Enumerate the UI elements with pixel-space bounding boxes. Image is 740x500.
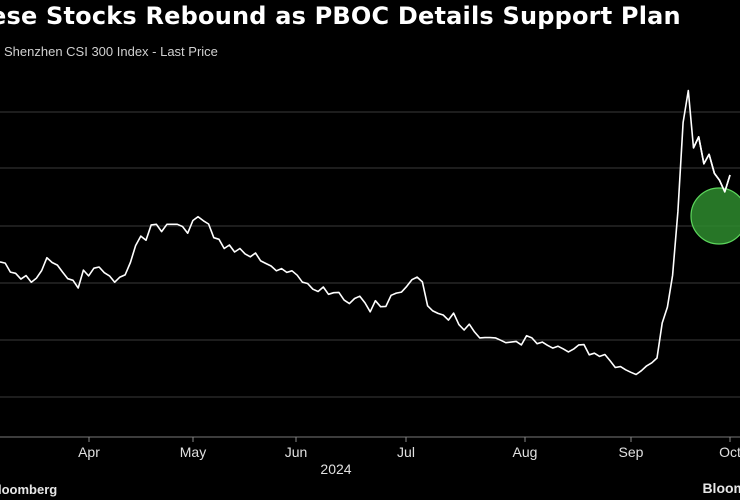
- x-tick-label-aug: Aug: [513, 444, 538, 460]
- x-axis-ticks: Apr May Jun Jul Aug Sep Oct 2024: [78, 437, 740, 477]
- x-tick-label-oct: Oct: [719, 444, 740, 460]
- chart-title: ese Stocks Rebound as PBOC Details Suppo…: [0, 2, 681, 30]
- highlight-group: [690, 136, 740, 245]
- x-tick-label-apr: Apr: [78, 444, 100, 460]
- series-line: [0, 89, 731, 376]
- gridlines: [0, 111, 740, 438]
- source-label: loomberg: [0, 482, 58, 497]
- x-tick-label-jun: Jun: [285, 444, 308, 460]
- x-year-label: 2024: [320, 461, 351, 477]
- x-tick-label-may: May: [180, 444, 206, 460]
- brand-logo: Bloom: [702, 480, 740, 496]
- series-group: [0, 89, 731, 376]
- chart-subtitle: Shenzhen CSI 300 Index - Last Price: [4, 44, 218, 59]
- series-line-tail: [692, 136, 731, 193]
- x-tick-label-jul: Jul: [397, 444, 415, 460]
- highlight-circle: [690, 187, 740, 245]
- x-tick-label-sep: Sep: [619, 444, 644, 460]
